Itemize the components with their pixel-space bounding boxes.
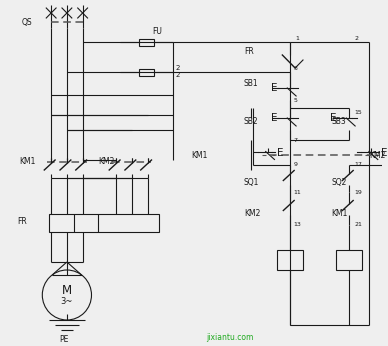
Text: 7: 7 — [293, 137, 297, 143]
Text: KM2: KM2 — [244, 209, 260, 219]
Text: 1: 1 — [295, 36, 299, 40]
Text: E: E — [277, 148, 284, 158]
Text: SB2: SB2 — [244, 118, 258, 127]
Text: QS: QS — [22, 18, 32, 27]
Text: PE: PE — [59, 336, 68, 345]
Text: FR: FR — [18, 218, 28, 227]
Bar — [139, 38, 154, 46]
Text: 13: 13 — [293, 222, 301, 228]
Text: 3~: 3~ — [61, 298, 73, 307]
Bar — [277, 250, 303, 270]
Text: 2: 2 — [175, 65, 180, 71]
Text: E: E — [381, 148, 387, 158]
Text: E: E — [270, 113, 277, 123]
Bar — [49, 214, 159, 232]
Text: KM1: KM1 — [20, 157, 36, 166]
Text: SB1: SB1 — [244, 79, 258, 88]
Text: jixiantu.com: jixiantu.com — [206, 334, 254, 343]
Text: 17: 17 — [354, 163, 362, 167]
Bar — [139, 69, 154, 75]
Text: E: E — [270, 83, 277, 93]
Text: SB3: SB3 — [331, 118, 346, 127]
Text: KM1: KM1 — [331, 209, 348, 219]
Text: 2: 2 — [354, 36, 358, 40]
Text: 2: 2 — [175, 72, 180, 78]
Text: SQ2: SQ2 — [331, 179, 347, 188]
Text: KM2: KM2 — [99, 157, 115, 166]
Text: M: M — [62, 283, 72, 297]
Text: 19: 19 — [354, 190, 362, 194]
Text: KM1: KM1 — [191, 151, 207, 160]
Bar — [336, 250, 362, 270]
Text: 3: 3 — [293, 65, 297, 71]
Text: FU: FU — [152, 27, 162, 36]
Text: E: E — [329, 113, 336, 123]
Text: FR: FR — [244, 47, 254, 56]
Text: 5: 5 — [293, 98, 297, 102]
Text: 21: 21 — [354, 222, 362, 228]
Text: SQ1: SQ1 — [244, 179, 259, 188]
Text: KM2: KM2 — [369, 151, 385, 160]
Text: 11: 11 — [293, 190, 301, 194]
Text: 15: 15 — [354, 109, 362, 115]
Text: 9: 9 — [293, 163, 297, 167]
